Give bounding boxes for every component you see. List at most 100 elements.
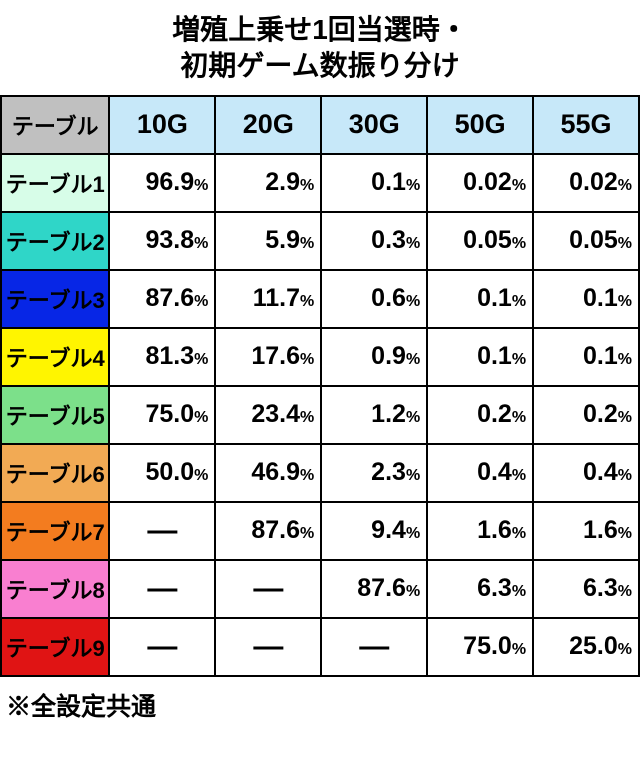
data-cell: 81.3% [109, 328, 215, 386]
cell-number: 17.6 [251, 342, 300, 370]
row-header: テーブル9 [1, 618, 109, 676]
data-cell: 75.0% [109, 386, 215, 444]
data-cell: 1.6% [533, 502, 639, 560]
cell-number: 75.0 [145, 400, 194, 428]
cell-number: 0.2 [583, 400, 618, 428]
cell-number: 0.2 [477, 400, 512, 428]
data-cell: 2.9% [215, 154, 321, 212]
cell-number: 0.3 [371, 226, 406, 254]
data-cell: 0.02% [533, 154, 639, 212]
dash-value: — [110, 514, 214, 548]
row-header: テーブル1 [1, 154, 109, 212]
cell-number: 75.0 [463, 632, 512, 660]
data-cell: 25.0% [533, 618, 639, 676]
percent-sign: % [300, 409, 314, 426]
cell-number: 96.9 [145, 168, 194, 196]
col-header: 55G [533, 96, 639, 154]
percent-sign: % [618, 641, 632, 658]
data-cell: 87.6% [215, 502, 321, 560]
table-row: テーブル650.0%46.9%2.3%0.4%0.4% [1, 444, 639, 502]
cell-number: 0.05 [463, 226, 512, 254]
data-cell: 6.3% [533, 560, 639, 618]
cell-number: 25.0 [569, 632, 618, 660]
percent-sign: % [618, 467, 632, 484]
cell-number: 0.1 [477, 342, 512, 370]
table-title: 増殖上乗せ1回当選時・ 初期ゲーム数振り分け [0, 0, 640, 95]
row-header: テーブル3 [1, 270, 109, 328]
table-row: テーブル9———75.0%25.0% [1, 618, 639, 676]
data-cell: — [321, 618, 427, 676]
data-cell: 0.9% [321, 328, 427, 386]
data-cell: 9.4% [321, 502, 427, 560]
cell-number: 0.4 [583, 458, 618, 486]
cell-number: 0.4 [477, 458, 512, 486]
data-cell: 0.1% [533, 270, 639, 328]
table-row: テーブル293.8%5.9%0.3%0.05%0.05% [1, 212, 639, 270]
data-cell: — [109, 560, 215, 618]
data-cell: 17.6% [215, 328, 321, 386]
percent-sign: % [300, 525, 314, 542]
col-header: 10G [109, 96, 215, 154]
row-header: テーブル7 [1, 502, 109, 560]
percent-sign: % [406, 293, 420, 310]
data-cell: 6.3% [427, 560, 533, 618]
percent-sign: % [618, 583, 632, 600]
col-header: 50G [427, 96, 533, 154]
data-cell: 0.02% [427, 154, 533, 212]
cell-number: 0.05 [569, 226, 618, 254]
cell-number: 1.6 [583, 516, 618, 544]
dash-value: — [216, 572, 320, 606]
data-cell: 2.3% [321, 444, 427, 502]
table-row: テーブル575.0%23.4%1.2%0.2%0.2% [1, 386, 639, 444]
dash-value: — [110, 630, 214, 664]
col-header: 30G [321, 96, 427, 154]
table-row: テーブル7—87.6%9.4%1.6%1.6% [1, 502, 639, 560]
cell-number: 87.6 [145, 284, 194, 312]
cell-number: 5.9 [265, 226, 300, 254]
data-cell: 0.2% [427, 386, 533, 444]
data-cell: 0.1% [533, 328, 639, 386]
cell-number: 2.3 [371, 458, 406, 486]
percent-sign: % [512, 641, 526, 658]
distribution-table: テーブル 10G20G30G50G55G テーブル196.9%2.9%0.1%0… [0, 95, 640, 677]
percent-sign: % [512, 177, 526, 194]
percent-sign: % [194, 409, 208, 426]
percent-sign: % [194, 351, 208, 368]
percent-sign: % [618, 409, 632, 426]
title-line2: 初期ゲーム数振り分け [180, 50, 459, 81]
cell-number: 0.02 [569, 168, 618, 196]
data-cell: — [215, 618, 321, 676]
percent-sign: % [194, 235, 208, 252]
percent-sign: % [300, 235, 314, 252]
percent-sign: % [194, 467, 208, 484]
dash-value: — [110, 572, 214, 606]
cell-number: 23.4 [251, 400, 300, 428]
table-row: テーブル8——87.6%6.3%6.3% [1, 560, 639, 618]
data-cell: — [109, 502, 215, 560]
cell-number: 46.9 [251, 458, 300, 486]
row-header: テーブル6 [1, 444, 109, 502]
percent-sign: % [406, 351, 420, 368]
data-cell: 0.1% [321, 154, 427, 212]
data-cell: 50.0% [109, 444, 215, 502]
cell-number: 81.3 [145, 342, 194, 370]
data-cell: 0.2% [533, 386, 639, 444]
data-cell: 0.05% [533, 212, 639, 270]
data-cell: 87.6% [321, 560, 427, 618]
data-cell: 0.3% [321, 212, 427, 270]
percent-sign: % [512, 525, 526, 542]
percent-sign: % [512, 293, 526, 310]
percent-sign: % [300, 351, 314, 368]
table-row: テーブル196.9%2.9%0.1%0.02%0.02% [1, 154, 639, 212]
cell-number: 11.7 [253, 284, 300, 312]
data-cell: 75.0% [427, 618, 533, 676]
cell-number: 0.1 [583, 284, 618, 312]
data-cell: — [109, 618, 215, 676]
percent-sign: % [512, 583, 526, 600]
dash-value: — [216, 630, 320, 664]
percent-sign: % [512, 467, 526, 484]
percent-sign: % [406, 409, 420, 426]
cell-number: 93.8 [145, 226, 194, 254]
data-cell: 0.6% [321, 270, 427, 328]
corner-header: テーブル [1, 96, 109, 154]
